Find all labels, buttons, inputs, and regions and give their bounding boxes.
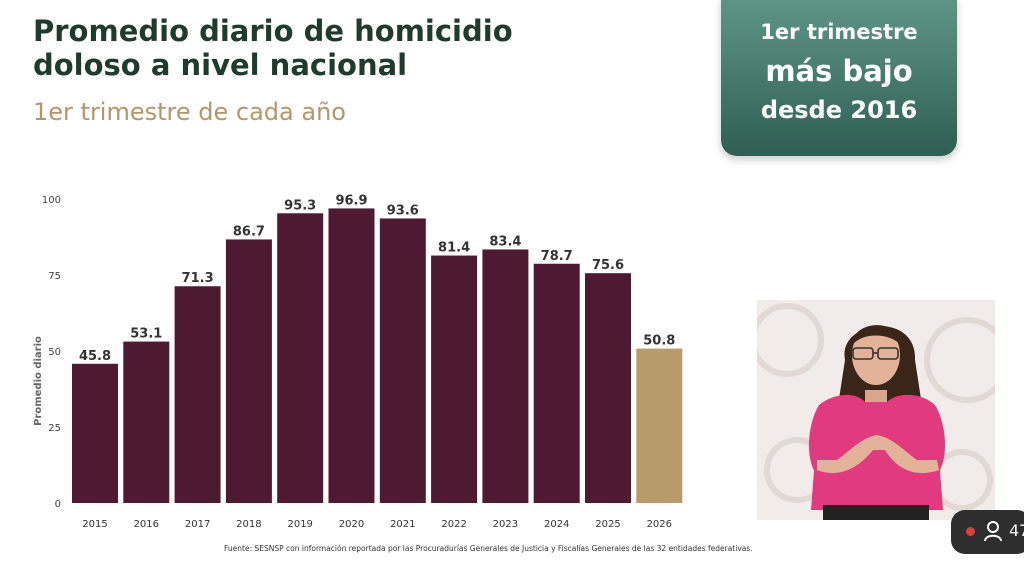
data-label-2016: 53.1 (130, 327, 162, 342)
bar-2022 (431, 255, 478, 503)
x-tick-label-2017: 2017 (185, 519, 210, 530)
chart-title: Promedio diario de homicidio doloso a ni… (33, 14, 593, 82)
interpreter-image (757, 300, 995, 520)
data-label-2022: 81.4 (438, 241, 470, 256)
data-label-2015: 45.8 (79, 349, 111, 364)
data-label-2020: 96.9 (335, 193, 367, 208)
viewer-count: 47 (1009, 521, 1024, 540)
x-tick-label-2018: 2018 (236, 519, 261, 530)
x-tick-label-2023: 2023 (493, 519, 518, 530)
bar-2020 (328, 208, 375, 503)
chart-subtitle: 1er trimestre de cada año (33, 98, 346, 126)
x-tick-label-2020: 2020 (339, 519, 364, 530)
x-tick-label-2021: 2021 (390, 519, 415, 530)
x-tick-label-2019: 2019 (287, 519, 312, 530)
highlight-callout: 1er trimestre más bajo desde 2016 (721, 0, 957, 156)
data-label-2024: 78.7 (541, 249, 573, 264)
data-label-2017: 71.3 (182, 271, 214, 286)
live-viewers-badge[interactable]: 47 (951, 510, 1024, 554)
x-tick-label-2022: 2022 (441, 519, 466, 530)
bar-2026 (636, 348, 683, 503)
y-tick-label: 50 (48, 347, 61, 358)
x-tick-label-2016: 2016 (134, 519, 159, 530)
bar-2025 (585, 273, 631, 503)
x-tick-label-2026: 2026 (647, 519, 672, 530)
bar-2023 (482, 249, 529, 503)
y-tick-label: 0 (55, 499, 61, 510)
bar-chart: 0 25 50 75 100 Promedio diario 45.8 2015 53.1 201… (33, 193, 683, 530)
bar-2016 (123, 341, 170, 503)
x-tick-label-2015: 2015 (82, 519, 107, 530)
x-tick-label-2025: 2025 (595, 519, 620, 530)
callout-line3: desde 2016 (760, 96, 918, 124)
bar-2024 (533, 263, 580, 503)
data-label-2019: 95.3 (284, 198, 316, 213)
bar-2015 (72, 363, 118, 503)
bar-2019 (277, 213, 324, 503)
y-tick-label: 75 (48, 271, 61, 282)
data-label-2021: 93.6 (387, 203, 419, 218)
bar-2017 (174, 286, 221, 503)
callout-line2: más bajo (765, 54, 913, 88)
sign-language-interpreter-video (757, 300, 995, 520)
bar-2018 (225, 239, 272, 503)
data-label-2023: 83.4 (489, 234, 521, 249)
chart-title-line1: Promedio diario de homicidio (33, 14, 513, 48)
data-label-2026: 50.8 (643, 334, 675, 349)
source-note: Fuente: SESNSP con información reportada… (224, 544, 753, 553)
y-tick-label: 25 (48, 423, 61, 434)
chart-title-line2: doloso a nivel nacional (33, 48, 408, 82)
data-label-2025: 75.6 (592, 258, 624, 273)
y-axis-label: Promedio diario (33, 336, 44, 426)
x-tick-label-2024: 2024 (544, 519, 569, 530)
data-label-2018: 86.7 (233, 224, 265, 239)
person-icon (984, 521, 1002, 542)
y-tick-label: 100 (42, 195, 61, 206)
callout-line1: 1er trimestre (760, 20, 918, 44)
live-dot-icon (966, 527, 975, 536)
bar-2021 (379, 218, 426, 503)
